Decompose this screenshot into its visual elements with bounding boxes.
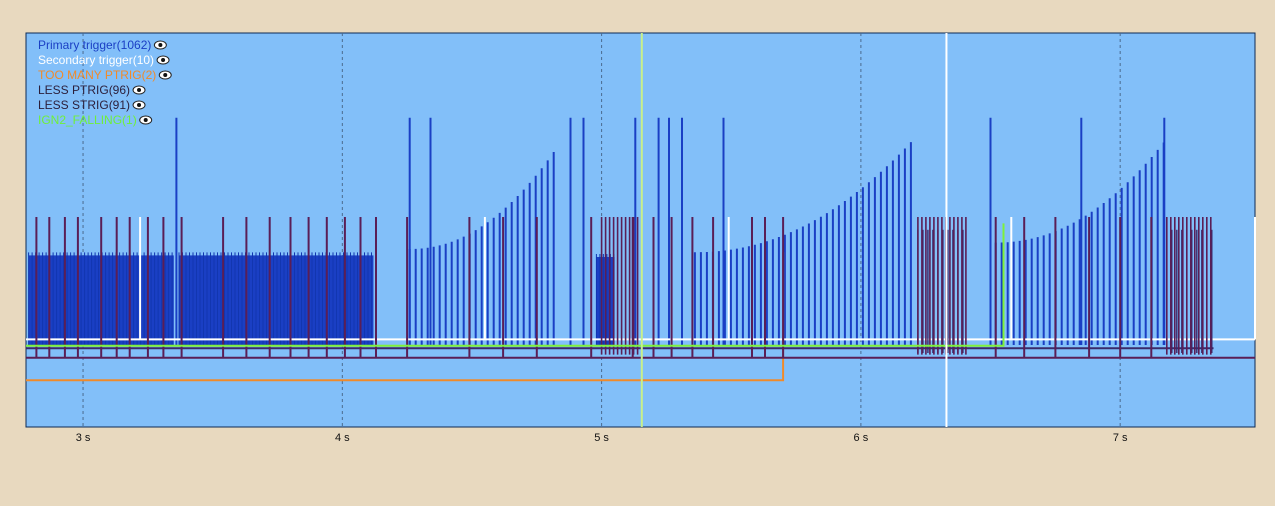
tick-label-2: 5 s: [594, 432, 609, 444]
primary-dense-block-1: [178, 255, 374, 345]
tick-label-4: 7 s: [1113, 432, 1128, 444]
series-secondary-trigger: [26, 217, 1256, 341]
eye-icon[interactable]: [132, 100, 146, 110]
eye-icon[interactable]: [156, 55, 170, 65]
legend-item-5[interactable]: IGN2_FALLING(1): [38, 113, 137, 127]
tick-label-3: 6 s: [854, 432, 869, 444]
series-layer: [26, 117, 1256, 382]
series-ign2-falling: [26, 223, 1005, 347]
series-less-strig: [26, 217, 1255, 359]
eye-icon[interactable]: [158, 70, 172, 80]
series-primary-trigger: [28, 117, 1166, 345]
eye-icon[interactable]: [139, 115, 153, 125]
legend-item-4[interactable]: LESS STRIG(91): [38, 98, 130, 112]
cursor-layer[interactable]: [640, 33, 948, 427]
tick-label-1: 4 s: [335, 432, 350, 444]
legend-item-1[interactable]: Secondary trigger(10): [38, 53, 154, 67]
tick-label-0: 3 s: [76, 432, 91, 444]
legend-item-0[interactable]: Primary trigger(1062): [38, 38, 151, 52]
eye-icon[interactable]: [132, 85, 146, 95]
x-axis: 3 s 4 s 5 s 6 s 7 s: [76, 432, 1128, 444]
series-ign2-falling-line: [26, 223, 1005, 347]
plot-area[interactable]: [25, 32, 1256, 428]
legend[interactable]: Primary trigger(1062)Secondary trigger(1…: [38, 38, 172, 127]
eye-icon[interactable]: [153, 40, 167, 50]
legend-item-2[interactable]: TOO MANY PTRIG(2): [38, 68, 156, 82]
legend-item-3[interactable]: LESS PTRIG(96): [38, 83, 130, 97]
